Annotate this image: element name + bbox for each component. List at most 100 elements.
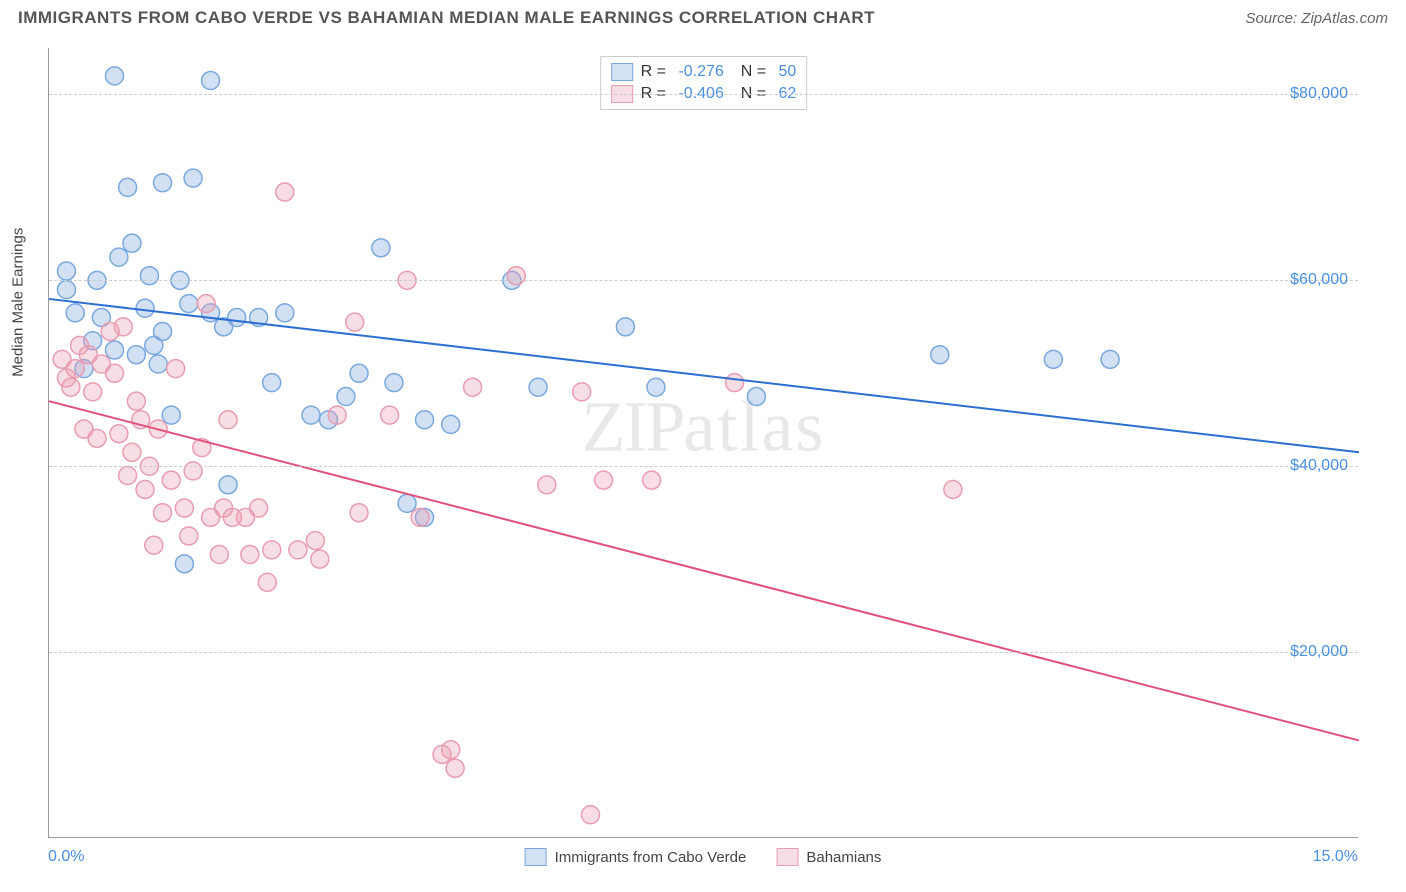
chart-header: IMMIGRANTS FROM CABO VERDE VS BAHAMIAN M… <box>0 0 1406 34</box>
data-point <box>529 378 547 396</box>
plot-area: ZIPatlas R = -0.276 N = 50R = -0.406 N =… <box>48 48 1358 838</box>
legend-bottom-label: Bahamians <box>806 849 881 866</box>
data-point <box>162 471 180 489</box>
data-point <box>302 406 320 424</box>
data-point <box>337 388 355 406</box>
data-point <box>328 406 346 424</box>
data-point <box>258 573 276 591</box>
y-tick-label: $40,000 <box>1290 457 1348 475</box>
data-point <box>202 72 220 90</box>
data-point <box>616 318 634 336</box>
data-point <box>276 183 294 201</box>
data-point <box>944 480 962 498</box>
data-point <box>643 471 661 489</box>
chart-title: IMMIGRANTS FROM CABO VERDE VS BAHAMIAN M… <box>18 8 875 28</box>
data-point <box>184 462 202 480</box>
data-point <box>106 341 124 359</box>
data-point <box>1044 350 1062 368</box>
data-point <box>180 527 198 545</box>
grid-line <box>49 94 1358 95</box>
legend-bottom-item: Bahamians <box>776 848 881 866</box>
data-point <box>62 378 80 396</box>
legend-bottom: Immigrants from Cabo Verde Bahamians <box>525 848 882 866</box>
data-point <box>372 239 390 257</box>
chart-source: Source: ZipAtlas.com <box>1245 10 1388 27</box>
data-point <box>167 360 185 378</box>
data-point <box>263 374 281 392</box>
data-point <box>726 374 744 392</box>
data-point <box>581 806 599 824</box>
data-point <box>747 388 765 406</box>
data-point <box>106 67 124 85</box>
data-point <box>88 429 106 447</box>
data-point <box>289 541 307 559</box>
data-point <box>442 741 460 759</box>
data-point <box>57 262 75 280</box>
data-point <box>136 480 154 498</box>
data-point <box>416 411 434 429</box>
data-point <box>123 234 141 252</box>
data-point <box>119 467 137 485</box>
legend-top-row: R = -0.276 N = 50 <box>611 61 797 83</box>
data-point <box>66 304 84 322</box>
data-point <box>464 378 482 396</box>
data-point <box>110 248 128 266</box>
data-point <box>381 406 399 424</box>
data-point <box>385 374 403 392</box>
data-point <box>446 759 464 777</box>
data-point <box>140 267 158 285</box>
data-point <box>250 499 268 517</box>
data-point <box>136 299 154 317</box>
data-point <box>350 364 368 382</box>
data-point <box>219 411 237 429</box>
data-point <box>127 392 145 410</box>
data-point <box>595 471 613 489</box>
data-point <box>573 383 591 401</box>
chart-container: Median Male Earnings ZIPatlas R = -0.276… <box>48 48 1358 838</box>
x-tick-max: 15.0% <box>1313 848 1358 866</box>
data-point <box>66 360 84 378</box>
data-point <box>57 281 75 299</box>
plot-svg <box>49 48 1358 837</box>
grid-line <box>49 652 1358 653</box>
data-point <box>84 383 102 401</box>
legend-r-value: -0.276 <box>678 63 723 81</box>
data-point <box>507 267 525 285</box>
y-tick-label: $20,000 <box>1290 643 1348 661</box>
data-point <box>110 425 128 443</box>
data-point <box>350 504 368 522</box>
legend-bottom-item: Immigrants from Cabo Verde <box>525 848 747 866</box>
data-point <box>184 169 202 187</box>
data-point <box>311 550 329 568</box>
x-tick-min: 0.0% <box>48 848 84 866</box>
data-point <box>154 504 172 522</box>
legend-n-value: 50 <box>779 63 797 81</box>
data-point <box>931 346 949 364</box>
legend-n-label: N = <box>732 63 771 81</box>
legend-bottom-label: Immigrants from Cabo Verde <box>555 849 747 866</box>
data-point <box>175 555 193 573</box>
data-point <box>647 378 665 396</box>
data-point <box>1101 350 1119 368</box>
grid-line <box>49 466 1358 467</box>
y-tick-label: $80,000 <box>1290 85 1348 103</box>
legend-swatch <box>525 848 547 866</box>
data-point <box>538 476 556 494</box>
data-point <box>276 304 294 322</box>
grid-line <box>49 280 1358 281</box>
data-point <box>241 546 259 564</box>
data-point <box>411 508 429 526</box>
data-point <box>175 499 193 517</box>
legend-top: R = -0.276 N = 50R = -0.406 N = 62 <box>600 56 808 110</box>
data-point <box>114 318 132 336</box>
data-point <box>219 476 237 494</box>
data-point <box>197 295 215 313</box>
data-point <box>346 313 364 331</box>
data-point <box>398 494 416 512</box>
data-point <box>154 322 172 340</box>
legend-r-label: R = <box>641 63 671 81</box>
legend-swatch <box>776 848 798 866</box>
data-point <box>442 415 460 433</box>
y-tick-label: $60,000 <box>1290 271 1348 289</box>
trend-line <box>49 401 1359 740</box>
